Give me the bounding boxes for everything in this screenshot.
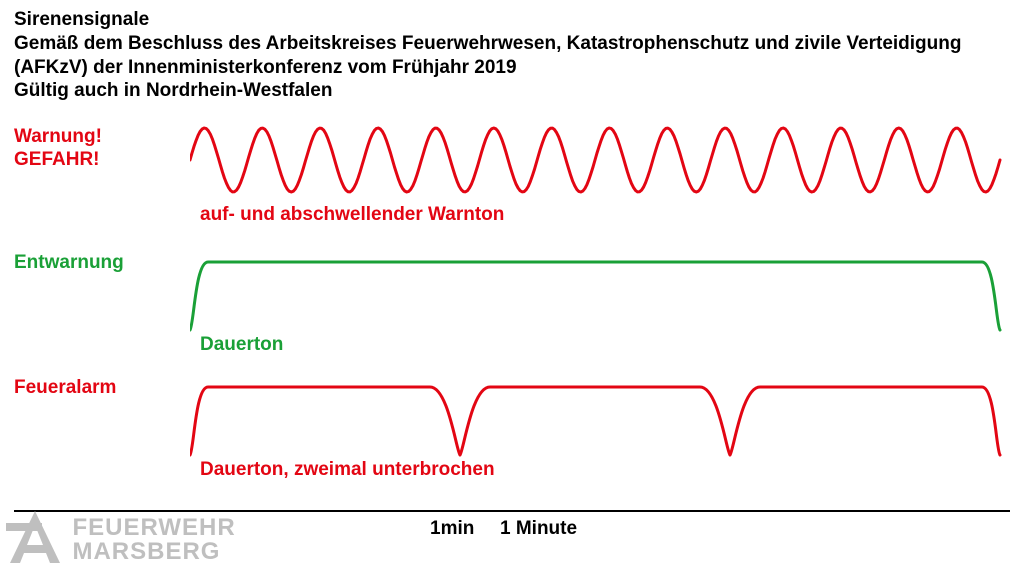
header-title: Sirenensignale	[14, 8, 1010, 32]
header-block: Sirenensignale Gemäß dem Beschluss des A…	[0, 0, 1024, 103]
firealarm-label: Feueralarm	[14, 377, 116, 400]
logo: FEUERWEHR MARSBERG	[6, 509, 236, 570]
signal-row-warning: Warnung! GEFAHR! auf- und abschwellender…	[0, 120, 1024, 250]
allclear-subtitle: Dauerton	[200, 334, 283, 356]
warning-subtitle: auf- und abschwellender Warnton	[200, 204, 504, 226]
header-subtitle-2: Gültig auch in Nordrhein-Westfalen	[14, 79, 1010, 103]
allclear-wave	[190, 250, 1010, 350]
axis-label-left: 1min	[430, 518, 474, 540]
signal-row-firealarm: Feueralarm Dauerton, zweimal unterbroche…	[0, 375, 1024, 500]
warning-label: Warnung! GEFAHR!	[14, 126, 102, 172]
logo-text: FEUERWEHR MARSBERG	[72, 516, 235, 564]
allclear-label: Entwarnung	[14, 252, 124, 275]
signals-area: Warnung! GEFAHR! auf- und abschwellender…	[0, 120, 1024, 500]
logo-a-icon	[6, 509, 64, 570]
axis-label-right: 1 Minute	[500, 518, 577, 540]
header-subtitle-1: Gemäß dem Beschluss des Arbeitskreises F…	[14, 32, 1010, 80]
signal-row-allclear: Entwarnung Dauerton	[0, 250, 1024, 375]
firealarm-subtitle: Dauerton, zweimal unterbrochen	[200, 459, 495, 481]
